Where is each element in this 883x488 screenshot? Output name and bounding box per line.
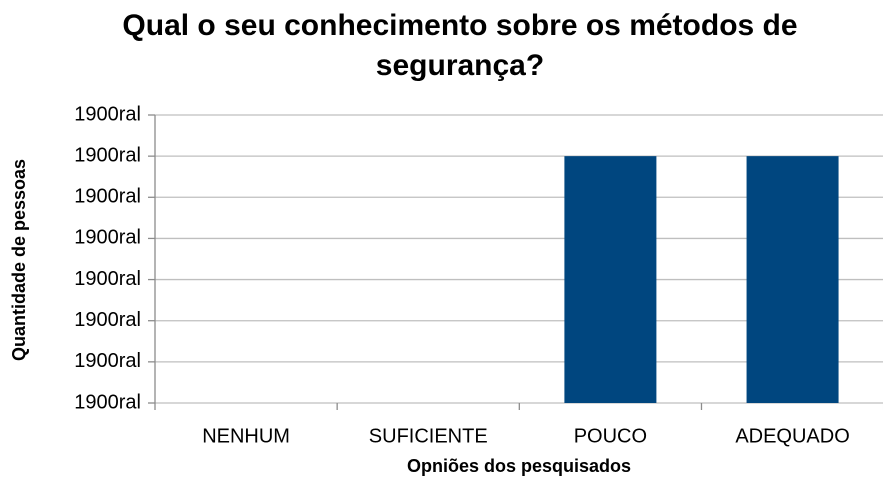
y-tick-label: 1900ral — [74, 144, 141, 166]
bar — [564, 156, 657, 403]
x-tick-label: POUCO — [574, 425, 647, 447]
bar — [746, 156, 839, 403]
x-tick-label: SUFICIENTE — [369, 425, 488, 447]
y-tick-label: 1900ral — [74, 350, 141, 372]
y-tick-label: 1900ral — [74, 268, 141, 290]
x-axis-title: Opniões dos pesquisados — [407, 456, 631, 476]
y-tick-label: 1900ral — [74, 186, 141, 208]
x-tick-label: ADEQUADO — [735, 425, 849, 447]
y-tick-label: 1900ral — [74, 391, 141, 413]
y-axis-title: Quantidade de pessoas — [9, 159, 29, 361]
y-tick-label: 1900ral — [74, 309, 141, 331]
chart-title: Qual o seu conhecimento sobre os métodos… — [122, 9, 798, 82]
x-tick-label: NENHUM — [202, 425, 290, 447]
y-tick-label: 1900ral — [74, 103, 141, 125]
y-tick-label: 1900ral — [74, 227, 141, 249]
